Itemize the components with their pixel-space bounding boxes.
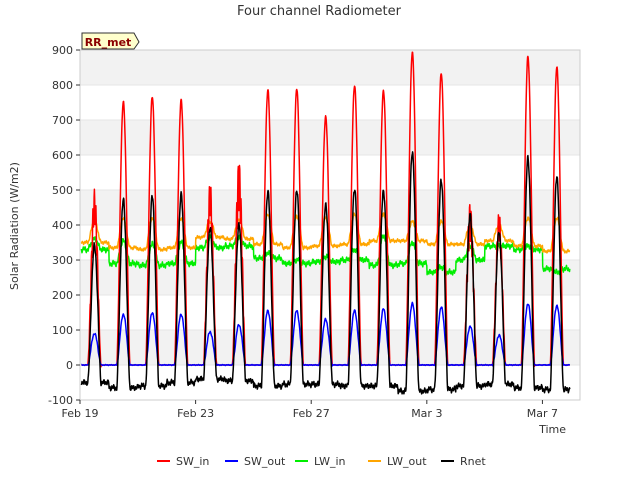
badge-label: RR_met <box>85 36 132 49</box>
grid-band <box>80 190 580 225</box>
series-line-sw-out <box>80 301 571 367</box>
series-line-rnet <box>80 151 571 395</box>
series-layer <box>80 51 571 395</box>
x-axis-title: Time <box>538 423 566 436</box>
y-tick-label: 800 <box>52 79 73 92</box>
chart-title: Four channel Radiometer <box>237 4 402 19</box>
y-tick-label: 400 <box>52 219 73 232</box>
y-tick-label: 700 <box>52 114 73 127</box>
y-axis: -100 0 100 200 300 400 500 600 700 800 900 <box>48 44 80 407</box>
legend-label: LW_out <box>387 455 427 468</box>
x-axis: Feb 19 Feb 23 Feb 27 Mar 3 Mar 7 <box>62 400 558 420</box>
legend-item-sw-in: SW_in <box>157 455 209 468</box>
y-tick-label: 200 <box>52 289 73 302</box>
y-tick-label: 500 <box>52 184 73 197</box>
y-tick-label: 0 <box>66 359 73 372</box>
y-tick-label: 900 <box>52 44 73 57</box>
legend-item-lw-in: LW_in <box>295 455 346 468</box>
y-tick-label: -100 <box>48 394 73 407</box>
legend-item-lw-out: LW_out <box>368 455 427 468</box>
grid-band <box>80 365 580 400</box>
x-tick-label: Feb 27 <box>293 407 330 420</box>
x-tick-label: Mar 7 <box>527 407 558 420</box>
legend-label: SW_in <box>176 455 209 468</box>
station-badge: RR_met <box>81 32 140 50</box>
y-tick-label: 100 <box>52 324 73 337</box>
legend-item-rnet: Rnet <box>441 455 486 468</box>
legend: SW_in SW_out LW_in LW_out Rnet <box>157 455 486 468</box>
grid-band <box>80 120 580 155</box>
badge-shape <box>81 32 140 50</box>
legend-label: LW_in <box>314 455 346 468</box>
x-tick-label: Mar 3 <box>411 407 442 420</box>
legend-label: Rnet <box>460 455 486 468</box>
x-tick-label: Feb 19 <box>62 407 99 420</box>
legend-item-sw-out: SW_out <box>225 455 286 468</box>
grid-band <box>80 50 580 85</box>
y-axis-title: Solar Radiation (W/m2) <box>8 162 21 290</box>
legend-label: SW_out <box>244 455 286 468</box>
y-tick-label: 600 <box>52 149 73 162</box>
series-line-lw-out <box>80 212 571 254</box>
series-line-lw-in <box>80 234 571 276</box>
grid-band <box>80 85 580 120</box>
grid-band <box>80 155 580 190</box>
y-tick-label: 300 <box>52 254 73 267</box>
x-tick-label: Feb 23 <box>177 407 214 420</box>
